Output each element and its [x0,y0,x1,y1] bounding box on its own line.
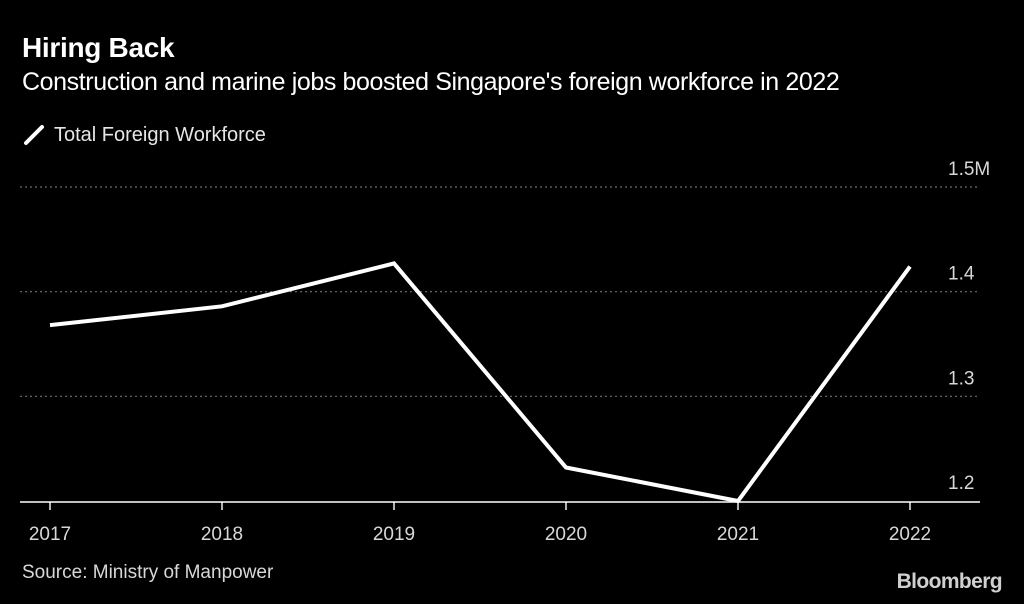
series-line [49,261,912,504]
legend-line-icon [24,125,44,145]
y-tick-label: 1.4 [948,264,975,285]
y-tick-label: 1.5M [948,159,990,180]
chart-subtitle: Construction and marine jobs boosted Sin… [22,68,840,96]
legend: Total Foreign Workforce [22,122,266,148]
bloomberg-logo: Bloomberg [896,570,1003,593]
x-tick-label: 2019 [373,524,415,545]
x-tick-label: 2018 [201,524,243,545]
source-note: Source: Ministry of Manpower [22,562,274,583]
x-tick-label: 2020 [545,524,587,545]
y-tick-label: 1.3 [948,368,974,389]
y-tick-label: 1.2 [948,473,974,494]
x-tick-label: 2017 [29,524,71,545]
chart-title: Hiring Back [22,32,175,63]
x-tick-label: 2022 [889,524,931,545]
legend-label: Total Foreign Workforce [54,123,266,146]
x-tick-label: 2021 [717,524,759,545]
